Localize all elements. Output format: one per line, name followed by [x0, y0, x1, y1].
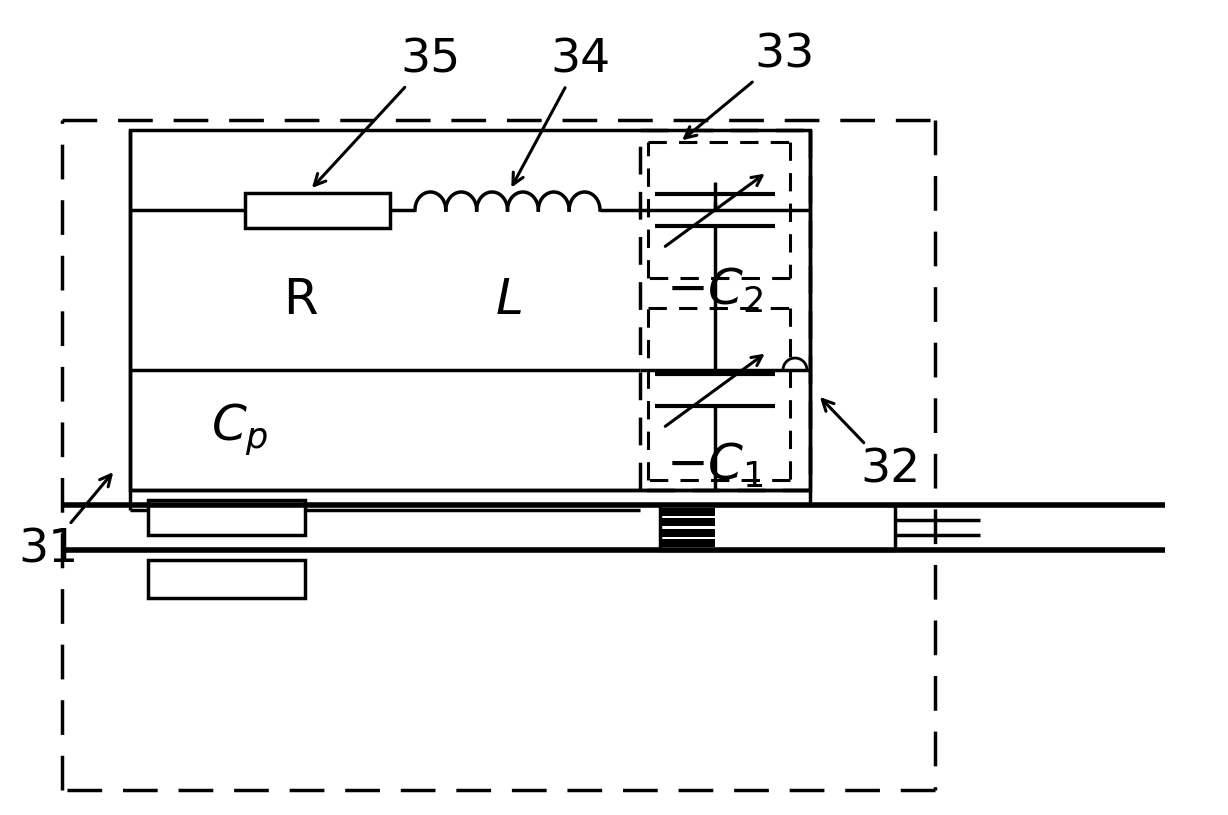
Bar: [246, 193, 391, 228]
Text: 31: 31: [18, 475, 111, 572]
Text: 34: 34: [513, 37, 610, 184]
Text: 32: 32: [823, 399, 920, 492]
Bar: [659, 508, 715, 516]
Bar: [130, 130, 810, 490]
Bar: [659, 540, 715, 548]
Text: $-C_2$: $-C_2$: [666, 266, 764, 315]
Text: L: L: [496, 276, 524, 324]
Text: 35: 35: [314, 37, 460, 186]
Bar: [659, 518, 715, 526]
Text: R: R: [282, 276, 317, 324]
Bar: [149, 500, 305, 535]
Text: $C_p$: $C_p$: [211, 402, 269, 458]
Text: $-C_1$: $-C_1$: [666, 440, 764, 490]
Bar: [659, 505, 895, 550]
Text: 33: 33: [685, 33, 815, 138]
Bar: [149, 560, 305, 598]
Bar: [659, 529, 715, 537]
